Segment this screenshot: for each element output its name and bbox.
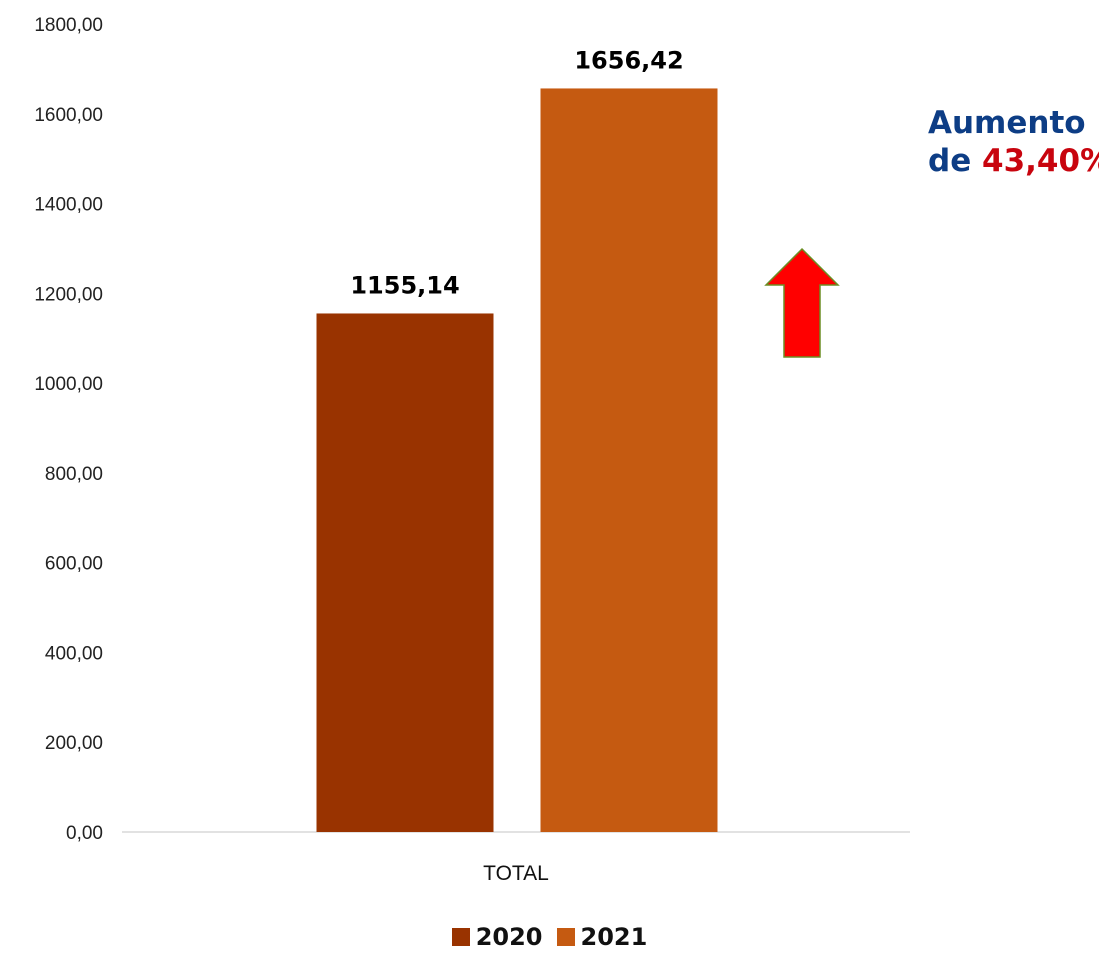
up-arrow-icon: [764, 247, 840, 358]
data-label-2020: 1155,14: [350, 271, 459, 299]
y-tick-label: 1400,00: [34, 195, 103, 216]
category-label: TOTAL: [483, 862, 549, 885]
y-tick-label: 600,00: [45, 554, 103, 575]
increase-annotation: Aumento de 43,40%: [928, 104, 1099, 180]
legend-label-2021: 2021: [580, 923, 648, 951]
y-tick-label: 200,00: [45, 733, 103, 754]
annotation-percent: 43,40%: [982, 143, 1099, 179]
y-tick-label: 0,00: [66, 823, 103, 844]
y-tick-label: 1000,00: [34, 374, 103, 395]
legend-swatch-2021: [556, 928, 575, 946]
y-axis: 0,00 200,00 400,00 600,00 800,00 1000,00 1200,…: [34, 15, 103, 844]
y-tick-label: 1800,00: [34, 15, 103, 36]
legend-label-2020: 2020: [475, 923, 543, 951]
y-tick-label: 400,00: [45, 643, 103, 664]
y-tick-label: 1600,00: [34, 105, 103, 126]
y-tick-label: 800,00: [45, 464, 103, 485]
legend-item-2021: 2021: [556, 923, 648, 951]
legend-item-2020: 2020: [451, 923, 543, 951]
legend-swatch-2020: [451, 928, 470, 946]
bar-2021: [540, 88, 718, 832]
annotation-line2: de 43,40%: [928, 142, 1099, 180]
bars: 1155,14 1656,42: [316, 46, 718, 833]
data-label-2021: 1656,42: [574, 46, 683, 74]
bar-2020: [316, 313, 494, 833]
legend: 2020 2021: [0, 920, 1099, 954]
y-tick-label: 1200,00: [34, 284, 103, 305]
annotation-line1: Aumento: [928, 105, 1086, 141]
annotation-prefix: de: [928, 143, 972, 179]
